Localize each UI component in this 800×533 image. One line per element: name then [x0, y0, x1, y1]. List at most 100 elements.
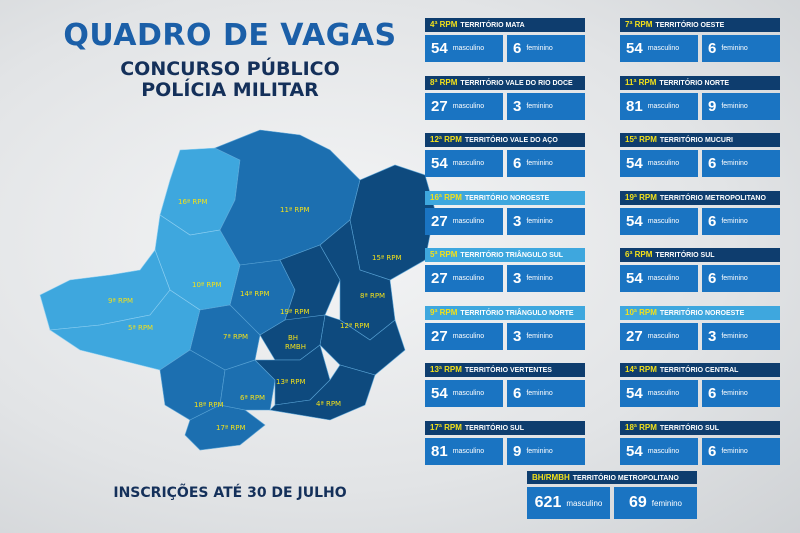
map-label-10: 10ª RPM [192, 281, 222, 289]
card-territory: TERRITÓRIO VALE DO AÇO [464, 137, 558, 144]
female-label: feminino [721, 332, 748, 340]
male-vacancies: 54 masculino [620, 437, 698, 465]
male-count: 27 [626, 327, 643, 345]
vacancy-card: 16ª RPM TERRITÓRIO NOROESTE 27 masculino 3 fe… [425, 190, 585, 237]
female-vacancies: 9 feminino [507, 437, 585, 465]
card-header: 11ª RPM TERRITÓRIO NORTE [620, 75, 780, 90]
map-label-bh: BH [288, 334, 298, 342]
map-label-7: 7ª RPM [223, 333, 248, 341]
female-count: 6 [708, 155, 717, 172]
male-label: masculino [452, 45, 485, 52]
card-territory: TERRITÓRIO MATA [460, 22, 525, 29]
male-vacancies: 27 masculino [425, 322, 503, 350]
card-header: 12ª RPM TERRITÓRIO VALE DO AÇO [425, 133, 585, 147]
female-vacancies: 6 feminino [702, 437, 780, 465]
map-label-9: 9ª RPM [108, 297, 133, 305]
card-territory: TERRITÓRIO CENTRAL [659, 367, 739, 374]
card-rpm: 12ª RPM [430, 135, 462, 144]
female-label: feminino [526, 332, 553, 340]
card-header: 18ª RPM TERRITÓRIO SUL [620, 420, 780, 435]
male-count: 27 [431, 270, 448, 287]
female-vacancies: 6 feminino [702, 35, 780, 62]
male-label: masculino [647, 45, 680, 52]
vacancy-card: 14ª RPM TERRITÓRIO CENTRAL 54 masculino 6 fem… [620, 363, 780, 409]
map-label-rmbh: RMBH [285, 343, 306, 351]
map-region-15 [349, 164, 436, 281]
map-region-12 [319, 314, 406, 376]
male-count: 81 [431, 442, 448, 460]
vacancy-card: 19ª RPM TERRITÓRIO METROPOLITANO 54 masculi… [620, 190, 780, 237]
male-count: 54 [626, 40, 643, 57]
map-label-18: 18ª RPM [194, 401, 224, 409]
card-header: 7ª RPM TERRITÓRIO OESTE [620, 18, 780, 32]
card-territory: TERRITÓRIO MUCURI [659, 137, 733, 144]
male-label: masculino [452, 217, 485, 225]
card-header: 16ª RPM TERRITÓRIO NOROESTE [425, 190, 585, 205]
female-label: feminino [721, 275, 748, 282]
male-count: 27 [431, 327, 448, 345]
female-label: feminino [526, 160, 553, 167]
map-label-4: 4ª RPM [316, 400, 341, 408]
male-vacancies: 81 masculino [425, 437, 503, 465]
card-territory: TERRITÓRIO NOROESTE [464, 194, 550, 202]
female-count: 9 [708, 97, 717, 115]
male-label: masculino [452, 447, 485, 455]
female-vacancies: 6 feminino [702, 150, 780, 177]
card-bh-rmbh: BH/RMBH TERRITÓRIO METROPOLITANO 621 mascu… [527, 471, 697, 521]
male-label: masculino [452, 275, 485, 282]
card-territory: TERRITÓRIO OESTE [655, 22, 725, 29]
card-header: 5ª RPM TERRITÓRIO TRIÂNGULO SUL [425, 248, 585, 262]
male-vacancies: 27 masculino [425, 265, 503, 292]
female-label: feminino [721, 390, 748, 397]
female-label: feminino [526, 447, 553, 455]
female-count: 6 [513, 385, 522, 402]
male-vacancies: 27 masculino [425, 207, 503, 235]
male-vacancies: 27 masculino [425, 92, 503, 120]
male-label: masculino [566, 498, 603, 508]
male-count: 54 [626, 385, 643, 402]
male-vacancies: 54 masculino [425, 380, 503, 407]
female-label: feminino [721, 160, 748, 167]
vacancy-card: 8ª RPM TERRITÓRIO VALE DO RIO DOCE 27 mascu… [425, 75, 585, 122]
male-count: 27 [431, 212, 448, 230]
card-rpm: 4ª RPM [430, 20, 458, 29]
card-territory: TERRITÓRIO VALE DO RIO DOCE [460, 79, 573, 87]
male-label: masculino [647, 447, 680, 455]
card-header: 9ª RPM TERRITÓRIO TRIÂNGULO NORTE [425, 305, 585, 320]
female-label: feminino [721, 217, 748, 225]
card-header: 10ª RPM TERRITÓRIO NOROESTE [620, 305, 780, 320]
vacancy-card: 11ª RPM TERRITÓRIO NORTE 81 masculino 9 femin… [620, 75, 780, 122]
vacancy-card: 18ª RPM TERRITÓRIO SUL 54 masculino 6 feminin… [620, 420, 780, 467]
map-label-17: 17ª RPM [216, 424, 246, 432]
card-territory: TERRITÓRIO TRIÂNGULO NORTE [460, 309, 574, 317]
vacancy-card: 13ª RPM TERRITÓRIO VERTENTES 54 masculino 6 f… [425, 363, 585, 409]
female-vacancies: 6 feminino [702, 380, 780, 407]
female-label: feminino [526, 217, 553, 225]
male-count: 54 [626, 270, 643, 287]
vacancy-card: 4ª RPM TERRITÓRIO MATA 54 masculino 6 feminin… [425, 18, 585, 64]
male-label: masculino [647, 332, 680, 340]
female-vacancies: 6 feminino [702, 207, 780, 235]
page-title: QUADRO DE VAGAS [63, 18, 397, 53]
female-label: feminino [526, 390, 553, 397]
card-territory: TERRITÓRIO METROPOLITANO [572, 475, 679, 482]
card-rpm: 10ª RPM [625, 307, 657, 317]
female-count: 6 [708, 385, 717, 402]
card-territory: TERRITÓRIO SUL [659, 424, 719, 432]
card-header: 17ª RPM TERRITÓRIO SUL [425, 420, 585, 435]
male-count: 54 [626, 442, 643, 460]
map-label-15: 15ª RPM [372, 254, 402, 262]
map-label-14: 14ª RPM [240, 290, 270, 298]
male-vacancies: 54 masculino [425, 150, 503, 177]
card-header: 13ª RPM TERRITÓRIO VERTENTES [425, 363, 585, 377]
female-label: feminino [721, 447, 748, 455]
female-count: 6 [513, 155, 522, 172]
card-territory: TERRITÓRIO TRIÂNGULO SUL [460, 252, 564, 259]
card-territory: TERRITÓRIO NOROESTE [659, 309, 745, 317]
card-header: BH/RMBH TERRITÓRIO METROPOLITANO [527, 471, 697, 484]
female-vacancies: 6 feminino [702, 265, 780, 292]
male-count: 54 [431, 155, 448, 172]
card-territory: TERRITÓRIO SUL [655, 252, 715, 259]
male-count: 27 [431, 97, 448, 115]
female-vacancies: 69 feminino [614, 487, 697, 519]
